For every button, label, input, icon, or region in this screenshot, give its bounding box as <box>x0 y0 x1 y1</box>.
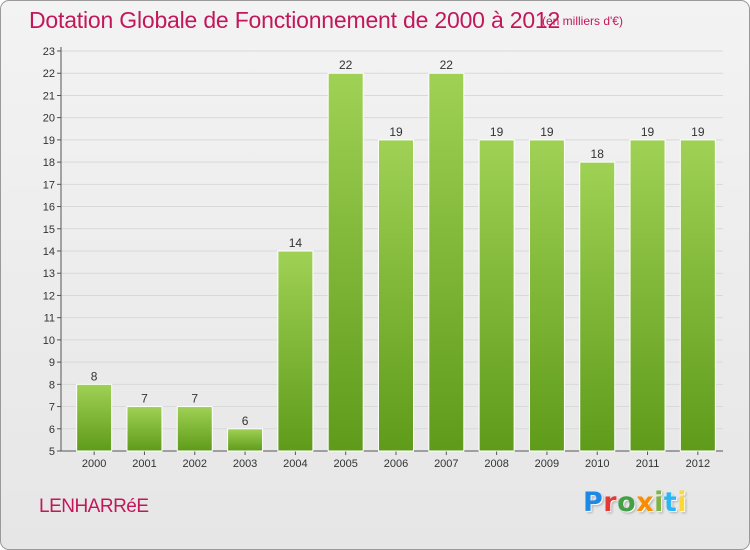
bar-2011 <box>629 139 666 452</box>
value-label: 7 <box>191 392 198 406</box>
x-tick-label: 2000 <box>82 458 106 470</box>
x-tick-label: 2010 <box>585 458 609 470</box>
y-tick-label: 12 <box>43 290 55 302</box>
logo-letter: i <box>654 487 664 518</box>
value-label: 22 <box>440 58 454 72</box>
value-label: 14 <box>289 236 303 250</box>
logo-letter: r <box>603 487 618 518</box>
value-label: 19 <box>641 125 655 139</box>
value-label: 6 <box>242 414 249 428</box>
proxiti-logo[interactable]: Proxiti <box>583 487 687 518</box>
x-tick-label: 2001 <box>132 458 156 470</box>
y-tick-label: 8 <box>49 379 55 391</box>
x-tick-label: 2002 <box>183 458 207 470</box>
bar-2006 <box>378 139 414 452</box>
y-tick-label: 11 <box>44 313 55 325</box>
x-tick-label: 2007 <box>434 458 458 470</box>
bar-2002 <box>176 406 213 452</box>
y-tick-label: 5 <box>49 446 55 458</box>
bar-2010 <box>579 161 616 452</box>
value-labels: 8 7 7 6 14 22 19 22 19 19 18 19 19 <box>91 58 705 428</box>
y-tick-label: 14 <box>43 246 55 258</box>
y-tick-label: 16 <box>43 202 55 214</box>
bar-2009 <box>528 139 565 452</box>
bar-2008 <box>478 139 515 452</box>
value-label: 19 <box>540 125 554 139</box>
bar-2005 <box>327 72 364 452</box>
x-tick-label: 2005 <box>333 458 357 470</box>
value-label: 7 <box>141 392 148 406</box>
y-tick-label: 20 <box>43 113 55 125</box>
y-tick-label: 10 <box>43 335 55 347</box>
y-tick-label: 9 <box>49 357 55 369</box>
y-tick-label: 7 <box>49 402 55 414</box>
chart-title: Dotation Globale de Fonctionnement de 20… <box>29 7 561 33</box>
bar-2012 <box>679 139 716 452</box>
logo-letter: o <box>617 487 637 518</box>
value-label: 19 <box>490 125 504 139</box>
y-tick-label: 23 <box>43 46 55 58</box>
value-label: 8 <box>91 369 98 383</box>
value-label: 22 <box>339 58 353 72</box>
commune-name: LENHARRéE <box>39 496 149 517</box>
y-tick-label: 6 <box>49 424 55 436</box>
y-tick-label: 17 <box>43 179 55 191</box>
y-tick-label: 18 <box>43 157 55 169</box>
x-tick-label: 2012 <box>686 458 710 470</box>
x-tick-label: 2004 <box>283 458 307 470</box>
bar-2004 <box>277 250 314 452</box>
value-label: 19 <box>389 125 403 139</box>
logo-letter: i <box>677 487 688 518</box>
x-tick-label: 2011 <box>636 458 660 470</box>
bar-2000 <box>76 383 113 452</box>
chart-unit: (en milliers d'€) <box>542 14 623 28</box>
bars <box>76 72 716 452</box>
logo-letter: x <box>636 487 655 518</box>
value-label: 18 <box>591 147 605 161</box>
y-tick-label: 21 <box>43 90 55 102</box>
bar-2003 <box>227 428 264 452</box>
y-tick-label: 22 <box>43 68 55 80</box>
x-tick-label: 2009 <box>535 458 559 470</box>
y-tick-label: 19 <box>43 135 55 147</box>
bar-2001 <box>126 406 163 452</box>
x-tick-label: 2006 <box>384 458 408 470</box>
x-tick-label: 2008 <box>484 458 508 470</box>
logo-letter: t <box>663 487 678 518</box>
value-label: 19 <box>691 125 705 139</box>
y-tick-label: 15 <box>43 224 55 236</box>
logo-letter: P <box>583 487 604 518</box>
bar-2007 <box>428 72 465 452</box>
x-tick-label: 2003 <box>233 458 257 470</box>
y-tick-label: 13 <box>43 268 55 280</box>
